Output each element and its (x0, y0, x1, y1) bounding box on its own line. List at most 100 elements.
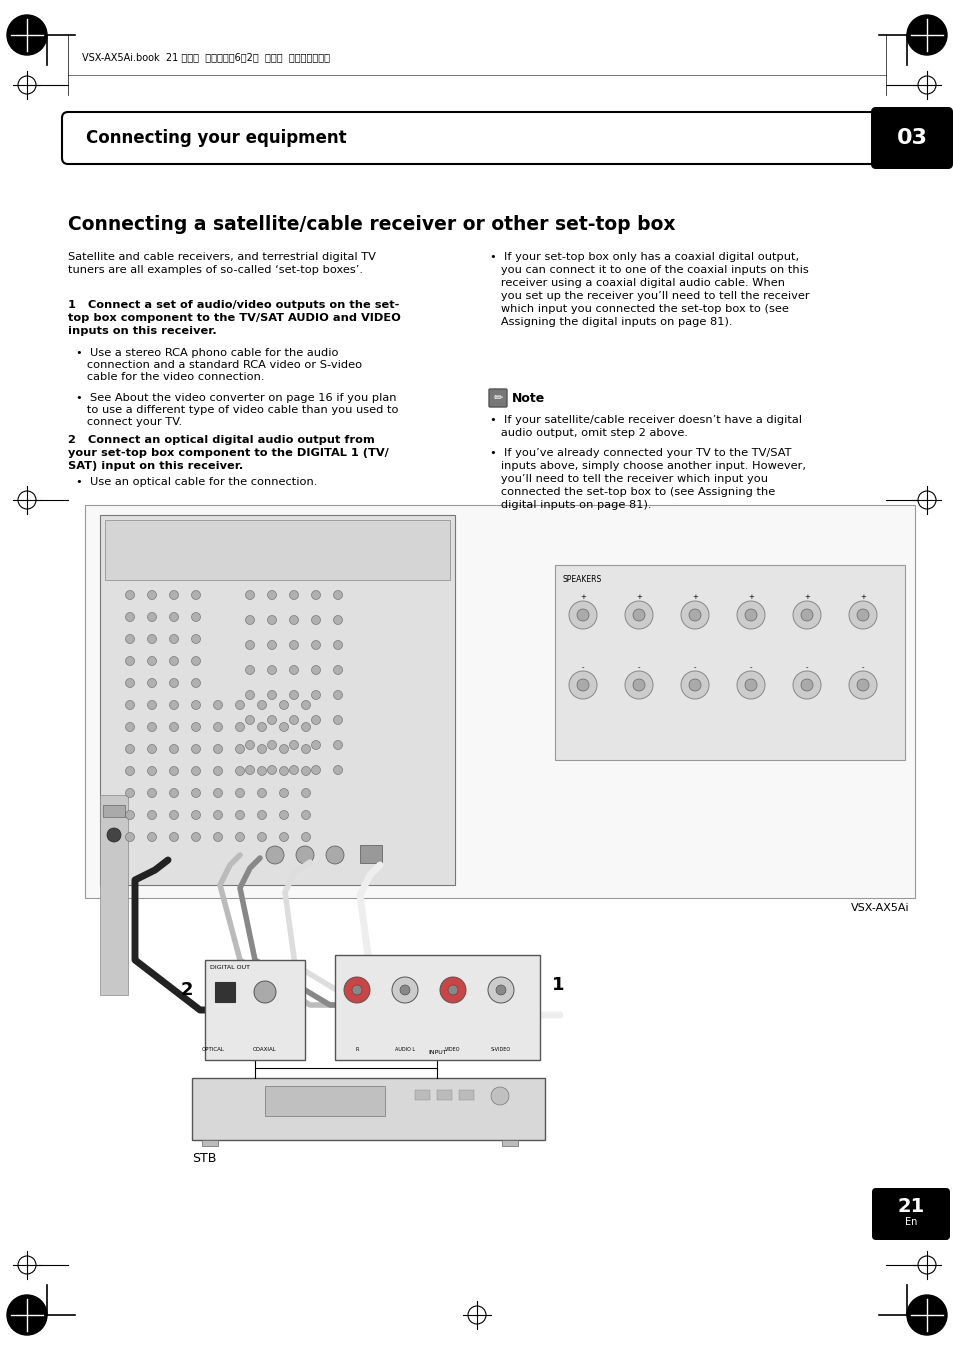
Circle shape (289, 666, 298, 674)
Text: to use a different type of video cable than you used to: to use a different type of video cable t… (76, 405, 398, 415)
Text: 2: 2 (180, 981, 193, 998)
Circle shape (126, 832, 134, 842)
Text: your set-top box component to the DIGITAL 1 (TV/: your set-top box component to the DIGITA… (68, 449, 388, 458)
Circle shape (801, 680, 812, 690)
Circle shape (279, 701, 288, 709)
Circle shape (326, 846, 344, 865)
Text: +: + (691, 594, 698, 600)
Circle shape (312, 616, 320, 624)
Circle shape (279, 811, 288, 820)
Text: -: - (638, 663, 639, 670)
Circle shape (192, 811, 200, 820)
Circle shape (848, 671, 876, 698)
Circle shape (257, 832, 266, 842)
Circle shape (245, 666, 254, 674)
Circle shape (245, 590, 254, 600)
Circle shape (568, 601, 597, 630)
Bar (205, 961, 305, 1061)
Circle shape (7, 1296, 47, 1335)
Circle shape (744, 680, 757, 690)
Circle shape (792, 671, 821, 698)
Circle shape (491, 1088, 509, 1105)
Circle shape (312, 740, 320, 750)
Circle shape (289, 616, 298, 624)
Circle shape (148, 766, 156, 775)
Circle shape (289, 740, 298, 750)
Circle shape (334, 690, 342, 700)
Circle shape (192, 744, 200, 754)
Circle shape (126, 744, 134, 754)
Circle shape (295, 846, 314, 865)
Circle shape (126, 657, 134, 666)
Text: +: + (747, 594, 753, 600)
Text: INPUT: INPUT (428, 1050, 446, 1055)
Text: VSX-AX5Ai.book  21 ページ  ２００４年6月2日  水曜日  午後３時２７分: VSX-AX5Ai.book 21 ページ ２００４年6月2日 水曜日 午後３時… (82, 51, 330, 62)
Circle shape (148, 723, 156, 731)
Circle shape (170, 744, 178, 754)
Text: +: + (860, 594, 865, 600)
Text: •  Use an optical cable for the connection.: • Use an optical cable for the connectio… (76, 477, 317, 486)
Circle shape (267, 716, 276, 724)
Bar (202, 1140, 218, 1146)
Circle shape (192, 789, 200, 797)
Text: ✏: ✏ (493, 393, 502, 403)
Text: Connecting a satellite/cable receiver or other set-top box: Connecting a satellite/cable receiver or… (68, 215, 675, 234)
Circle shape (577, 609, 588, 621)
Text: connect your TV.: connect your TV. (76, 417, 182, 427)
Circle shape (289, 716, 298, 724)
Circle shape (148, 701, 156, 709)
Text: S-VIDEO: S-VIDEO (491, 1047, 511, 1052)
Text: VSX-AX5Ai: VSX-AX5Ai (850, 902, 909, 913)
Circle shape (856, 680, 868, 690)
Circle shape (170, 723, 178, 731)
Circle shape (235, 723, 244, 731)
Circle shape (266, 846, 284, 865)
Circle shape (148, 612, 156, 621)
Circle shape (267, 740, 276, 750)
Text: VIDEO: VIDEO (445, 1047, 460, 1052)
Circle shape (213, 832, 222, 842)
Circle shape (192, 657, 200, 666)
Circle shape (744, 609, 757, 621)
Circle shape (235, 766, 244, 775)
Circle shape (192, 612, 200, 621)
Circle shape (439, 977, 465, 1002)
Circle shape (496, 985, 505, 994)
Text: DIGITAL OUT: DIGITAL OUT (210, 965, 250, 970)
Circle shape (624, 671, 652, 698)
Circle shape (392, 977, 417, 1002)
Circle shape (737, 601, 764, 630)
Text: top box component to the TV/SAT AUDIO and VIDEO: top box component to the TV/SAT AUDIO an… (68, 313, 400, 323)
Circle shape (344, 977, 370, 1002)
FancyBboxPatch shape (871, 1188, 949, 1240)
Text: 21: 21 (897, 1197, 923, 1216)
Circle shape (312, 690, 320, 700)
Bar (103, 805, 125, 817)
Circle shape (148, 590, 156, 600)
Circle shape (301, 811, 310, 820)
Circle shape (688, 680, 700, 690)
Circle shape (279, 766, 288, 775)
Circle shape (148, 657, 156, 666)
Circle shape (688, 609, 700, 621)
Circle shape (213, 723, 222, 731)
Text: inputs on this receiver.: inputs on this receiver. (68, 326, 216, 336)
Circle shape (289, 690, 298, 700)
Circle shape (170, 657, 178, 666)
Circle shape (301, 744, 310, 754)
Circle shape (192, 832, 200, 842)
Circle shape (577, 680, 588, 690)
Circle shape (680, 671, 708, 698)
Circle shape (301, 832, 310, 842)
Circle shape (334, 616, 342, 624)
Text: AUDIO L: AUDIO L (395, 1047, 415, 1052)
Text: •  If you’ve already connected your TV to the TV/SAT
   inputs above, simply cho: • If you’ve already connected your TV to… (490, 449, 805, 511)
Circle shape (235, 832, 244, 842)
Circle shape (126, 701, 134, 709)
Text: •  Use a stereo RCA phono cable for the audio: • Use a stereo RCA phono cable for the a… (76, 349, 338, 358)
Bar (436, 1090, 452, 1100)
Circle shape (170, 590, 178, 600)
Circle shape (148, 744, 156, 754)
Bar (359, 844, 381, 863)
FancyBboxPatch shape (62, 112, 875, 163)
